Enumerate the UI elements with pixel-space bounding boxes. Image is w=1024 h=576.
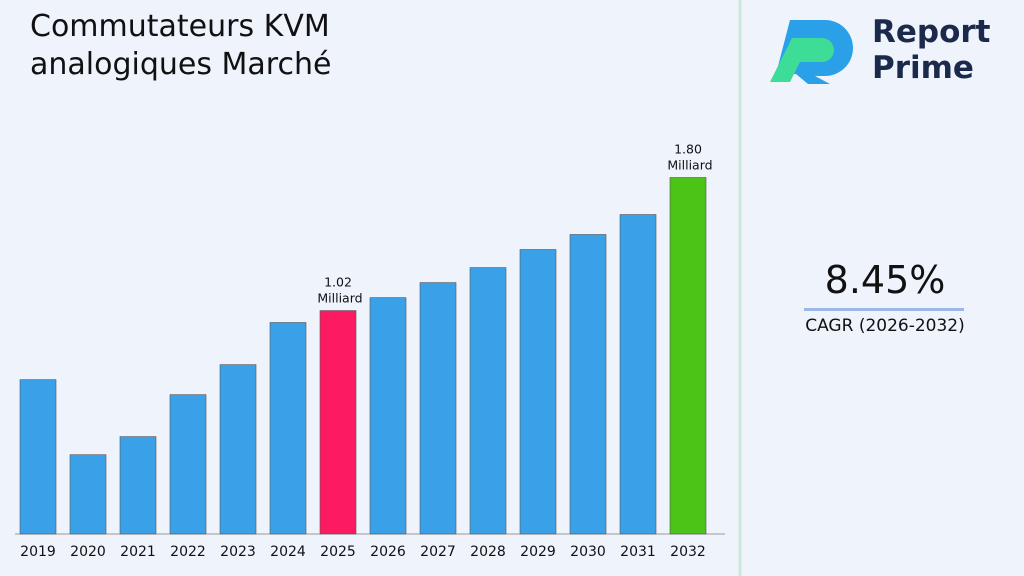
x-tick-label: 2021	[120, 544, 156, 560]
bar	[469, 267, 507, 535]
bar	[519, 249, 557, 535]
x-tick-label: 2031	[620, 544, 656, 560]
bar	[119, 436, 157, 535]
cagr-value: 8.45%	[824, 258, 946, 302]
x-tick-label: 2024	[270, 544, 306, 560]
bar	[669, 177, 707, 535]
bar	[19, 379, 57, 535]
bar	[269, 322, 307, 535]
cagr-label: CAGR (2026-2032)	[805, 316, 965, 336]
bar	[319, 310, 357, 535]
bar	[619, 214, 657, 535]
bar	[569, 234, 607, 535]
bar	[169, 394, 207, 535]
x-tick-label: 2030	[570, 544, 606, 560]
value-label: 1.02 Milliard	[313, 275, 362, 306]
x-tick-label: 2027	[420, 544, 456, 560]
x-tick-label: 2019	[20, 544, 56, 560]
brand: Report Prime	[872, 14, 991, 86]
x-tick-label: 2026	[370, 544, 406, 560]
x-tick-label: 2022	[170, 544, 206, 560]
bar	[219, 364, 257, 535]
logo	[770, 20, 853, 84]
bar	[419, 282, 457, 535]
chart-title: Commutateurs KVM analogiques Marché	[30, 9, 332, 82]
value-label: 1.80 Milliard	[663, 142, 712, 173]
x-tick-label: 2020	[70, 544, 106, 560]
bar	[369, 297, 407, 535]
x-tick-label: 2029	[520, 544, 556, 560]
cagr-underline	[804, 308, 964, 311]
bar	[69, 454, 107, 535]
x-tick-label: 2025	[320, 544, 356, 560]
x-tick-label: 2028	[470, 544, 506, 560]
x-tick-label: 2032	[670, 544, 706, 560]
x-tick-label: 2023	[220, 544, 256, 560]
